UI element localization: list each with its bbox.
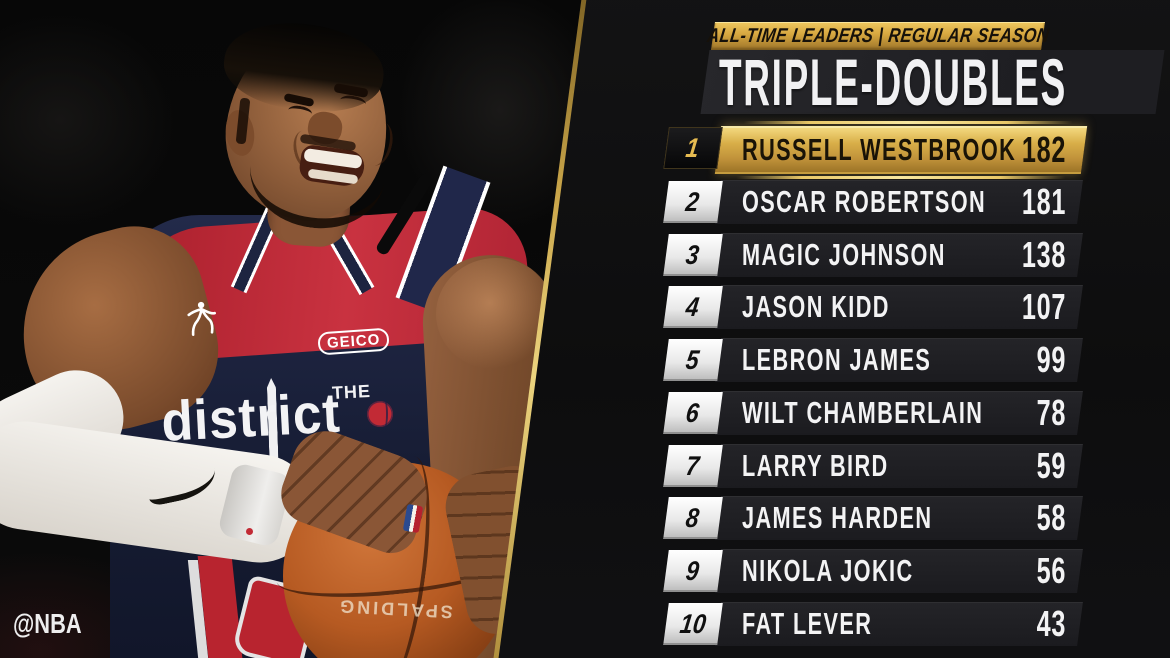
leaderboard-row: 6 WILT CHAMBERLAIN 78 [660, 391, 1170, 435]
rank-number: 2 [684, 186, 702, 217]
nba-watermark: @NBA [13, 608, 82, 639]
triple-double-count: 181 [1021, 181, 1066, 222]
player-name: NIKOLA JOKIC [742, 553, 914, 588]
basketball-dot-icon [367, 398, 393, 430]
rank-number: 5 [684, 344, 702, 375]
rank-badge: 1 [663, 127, 723, 169]
rank-badge: 7 [663, 445, 723, 487]
player-name: JASON KIDD [742, 289, 890, 324]
rank-number: 3 [684, 239, 702, 270]
rank-badge: 5 [663, 339, 723, 381]
leaderboard-row: 4 JASON KIDD 107 [660, 285, 1170, 329]
leaderboard-row: 2 OSCAR ROBERTSON 181 [660, 180, 1170, 224]
triple-double-count: 99 [1036, 339, 1066, 380]
leaderboard-row: 5 LEBRON JAMES 99 [660, 338, 1170, 382]
triple-double-count: 182 [1021, 129, 1066, 170]
player-name: LARRY BIRD [742, 448, 889, 483]
rank-number: 8 [684, 502, 702, 533]
rank-number: 9 [684, 555, 702, 586]
triple-double-count: 59 [1036, 445, 1066, 486]
leaderboard-row: 3 MAGIC JOHNSON 138 [660, 233, 1170, 277]
player-name: MAGIC JOHNSON [742, 237, 946, 272]
triple-double-count: 107 [1021, 286, 1066, 327]
leaderboard-row: 1 RUSSELL WESTBROOK 182 [660, 126, 1170, 174]
player-name: OSCAR ROBERTSON [742, 184, 987, 219]
leaderboard-row: 10 FAT LEVER 43 [660, 602, 1170, 646]
leaderboard-row: 8 JAMES HARDEN 58 [660, 496, 1170, 540]
triple-double-count: 43 [1036, 603, 1066, 644]
player-name: RUSSELL WESTBROOK [742, 132, 1017, 167]
rank-number: 6 [684, 397, 702, 428]
wristband-logo-dot [246, 528, 253, 535]
leaderboard-rows: 1 RUSSELL WESTBROOK 182 2 OSCAR ROBERTSO… [660, 0, 1170, 658]
rank-badge: 9 [663, 550, 723, 592]
rank-badge: 2 [663, 181, 723, 223]
rank-badge: 8 [663, 497, 723, 539]
triple-double-count: 56 [1036, 550, 1066, 591]
triple-double-count: 78 [1036, 392, 1066, 433]
rank-badge: 4 [663, 286, 723, 328]
leaderboard: ALL-TIME LEADERS | REGULAR SEASON TRIPLE… [660, 0, 1170, 658]
player-name: LEBRON JAMES [742, 342, 932, 377]
rank-badge: 3 [663, 234, 723, 276]
triple-double-count: 138 [1021, 234, 1066, 275]
jumpman-icon [187, 301, 216, 336]
triple-double-count: 58 [1036, 497, 1066, 538]
player-name: FAT LEVER [742, 606, 873, 641]
rank-badge: 6 [663, 392, 723, 434]
rank-number: 4 [684, 291, 702, 322]
player-name: WILT CHAMBERLAIN [742, 395, 984, 430]
rank-badge: 10 [663, 603, 723, 645]
rank-number: 1 [684, 132, 702, 163]
player-name: JAMES HARDEN [742, 500, 933, 535]
rank-number: 10 [678, 608, 708, 639]
leaderboard-row: 7 LARRY BIRD 59 [660, 444, 1170, 488]
rank-number: 7 [684, 450, 702, 481]
leaderboard-row: 9 NIKOLA JOKIC 56 [660, 549, 1170, 593]
